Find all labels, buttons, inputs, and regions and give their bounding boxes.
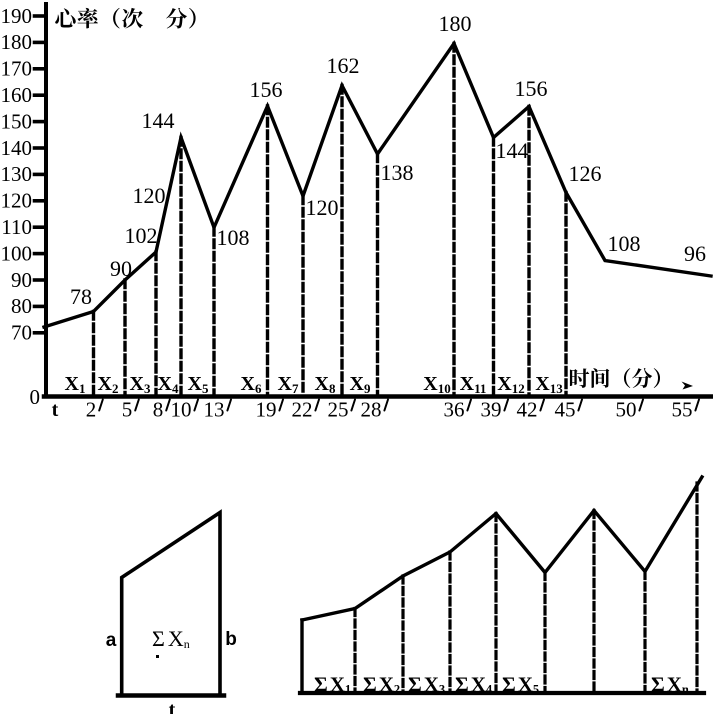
svg-text:160: 160: [1, 83, 33, 107]
svg-text:ΣX2: ΣX2: [363, 673, 400, 697]
svg-text:90: 90: [11, 268, 32, 292]
svg-text:190: 190: [1, 4, 33, 28]
svg-text:78: 78: [70, 284, 92, 309]
svg-text:80: 80: [11, 294, 32, 318]
svg-text:39: 39: [481, 398, 502, 422]
svg-text:8: 8: [153, 398, 164, 422]
svg-text:144: 144: [496, 138, 529, 163]
svg-text:180: 180: [439, 11, 472, 36]
svg-text:25: 25: [328, 398, 349, 422]
svg-text:144: 144: [142, 108, 175, 133]
svg-text:100: 100: [1, 241, 33, 265]
svg-text:162: 162: [327, 53, 360, 78]
svg-text:156: 156: [250, 77, 283, 102]
svg-text:96: 96: [684, 241, 706, 266]
svg-text:19: 19: [256, 398, 277, 422]
svg-text:10: 10: [171, 398, 192, 422]
svg-text:28: 28: [361, 398, 382, 422]
svg-text:2: 2: [86, 398, 97, 422]
svg-text:126: 126: [569, 161, 602, 186]
svg-text:13: 13: [204, 398, 225, 422]
svg-text:0: 0: [30, 385, 41, 409]
svg-text:180: 180: [1, 30, 33, 54]
svg-text:120: 120: [133, 183, 166, 208]
svg-text:140: 140: [1, 136, 33, 160]
svg-text:110: 110: [1, 215, 32, 239]
svg-text:70: 70: [11, 321, 32, 345]
svg-text:102: 102: [125, 223, 158, 248]
svg-text:170: 170: [1, 57, 33, 81]
svg-text:22: 22: [292, 398, 313, 422]
svg-text:42: 42: [517, 398, 538, 422]
svg-text:a: a: [106, 630, 117, 651]
svg-text:156: 156: [515, 76, 548, 101]
svg-text:108: 108: [608, 231, 641, 256]
svg-text:138: 138: [381, 160, 414, 185]
svg-text:108: 108: [217, 225, 250, 250]
svg-text:90: 90: [110, 256, 132, 281]
svg-text:55: 55: [672, 398, 693, 422]
svg-text:t: t: [52, 399, 59, 421]
svg-text:45: 45: [555, 398, 576, 422]
svg-text:t: t: [169, 699, 176, 714]
svg-text:150: 150: [1, 109, 33, 133]
svg-text:5: 5: [122, 398, 133, 422]
svg-text:b: b: [225, 629, 237, 650]
svg-text:120: 120: [306, 195, 339, 220]
svg-text:50: 50: [616, 398, 637, 422]
svg-text:120: 120: [1, 189, 33, 213]
svg-text:ΣXn: ΣXn: [152, 626, 190, 651]
svg-text:130: 130: [1, 162, 33, 186]
svg-text:36: 36: [444, 398, 465, 422]
